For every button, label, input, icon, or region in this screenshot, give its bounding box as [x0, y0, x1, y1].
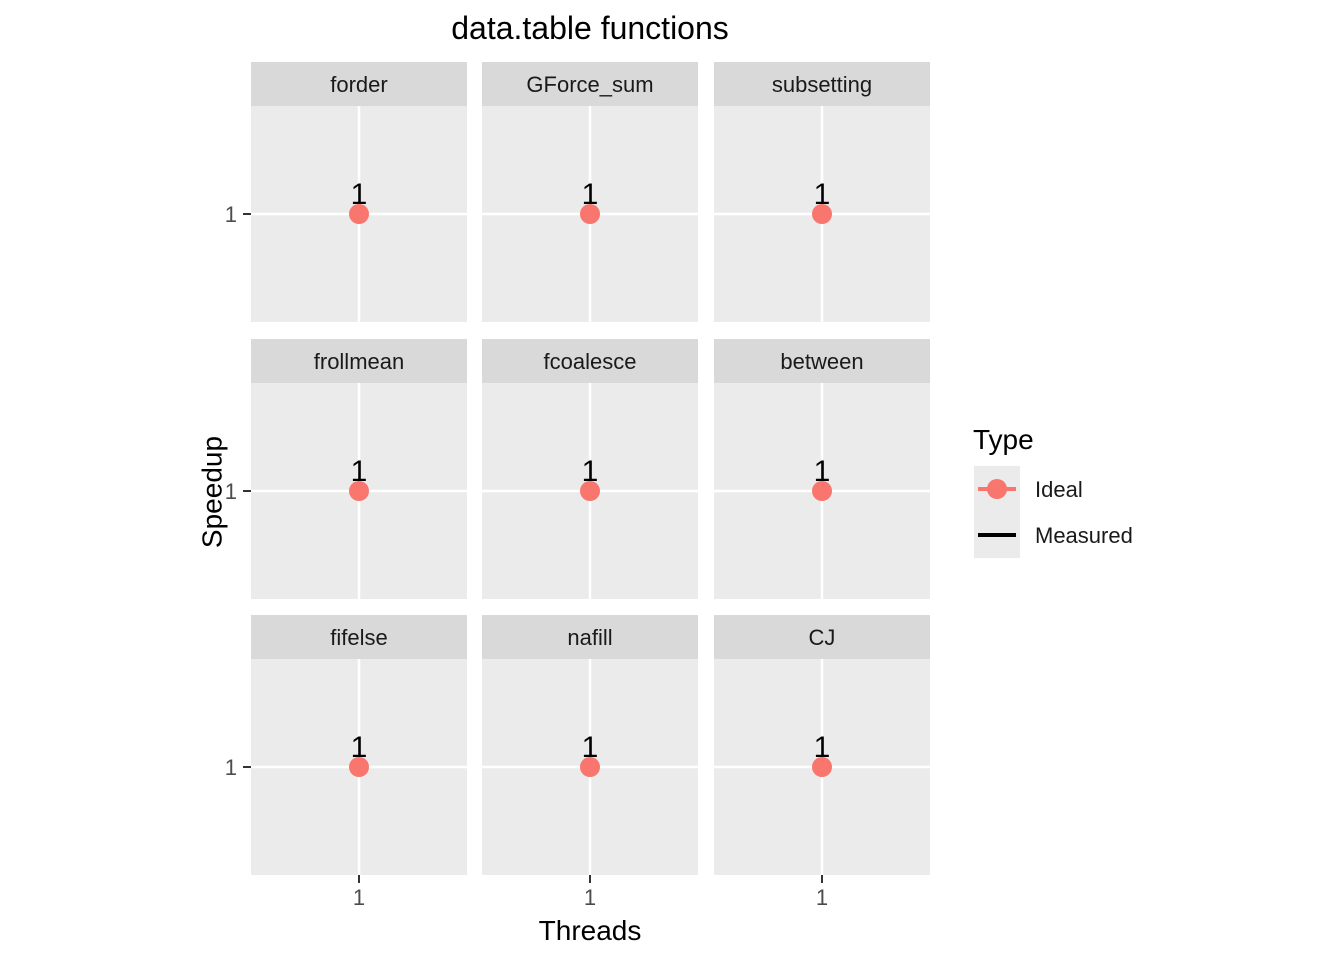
- legend-label-ideal: Ideal: [1035, 477, 1083, 502]
- facet-strip-label-subsetting: subsetting: [772, 72, 872, 97]
- data-label-nafill: 1: [582, 731, 599, 764]
- facet-panels: forder 1 1 GForce_sum 1 subsetting 1 frollmean 1…: [225, 62, 930, 910]
- y-axis-label: Speedup: [197, 436, 228, 548]
- data-point-cj: [812, 757, 832, 777]
- facet-strip-fcoalesce: [482, 339, 698, 383]
- facet-strip-label-cj: CJ: [809, 625, 836, 650]
- data-point-fcoalesce: [580, 481, 600, 501]
- x-tick-label: 1: [353, 885, 365, 910]
- data-point-forder: [349, 204, 369, 224]
- facet-strip-label-between: between: [780, 349, 863, 374]
- data-label-cj: 1: [814, 731, 831, 764]
- data-label-forder: 1: [351, 178, 368, 211]
- legend-title: Type: [973, 424, 1034, 455]
- facet-strip-label-nafill: nafill: [567, 625, 612, 650]
- data-label-subsetting: 1: [814, 178, 831, 211]
- facet-strip-gforce-sum: [482, 62, 698, 106]
- data-point-between: [812, 481, 832, 501]
- data-label-frollmean: 1: [351, 455, 368, 488]
- data-point-subsetting: [812, 204, 832, 224]
- legend: Type Ideal Measured: [973, 424, 1133, 558]
- facet-strip-label-forder: forder: [330, 72, 387, 97]
- y-tick-label: 1: [225, 755, 237, 780]
- legend-key-ideal-point: [987, 479, 1007, 499]
- facet-strip-frollmean: [251, 339, 467, 383]
- data-label-fifelse: 1: [351, 731, 368, 764]
- facet-strip-subsetting: [714, 62, 930, 106]
- facet-strip-fifelse: [251, 615, 467, 659]
- facet-strip-label-fcoalesce: fcoalesce: [544, 349, 637, 374]
- facet-strip-forder: [251, 62, 467, 106]
- data-point-nafill: [580, 757, 600, 777]
- x-tick-label: 1: [584, 885, 596, 910]
- y-tick-label: 1: [225, 202, 237, 227]
- data-point-gforce-sum: [580, 204, 600, 224]
- facet-strip-label-gforce-sum: GForce_sum: [526, 72, 653, 97]
- facet-strip-cj: [714, 615, 930, 659]
- data-label-gforce-sum: 1: [582, 178, 599, 211]
- x-axis-label: Threads: [539, 915, 642, 946]
- data-label-between: 1: [814, 455, 831, 488]
- x-tick-label: 1: [816, 885, 828, 910]
- facet-strip-between: [714, 339, 930, 383]
- data-point-frollmean: [349, 481, 369, 501]
- facet-strip-nafill: [482, 615, 698, 659]
- y-tick-label: 1: [225, 479, 237, 504]
- facet-strip-label-frollmean: frollmean: [314, 349, 404, 374]
- data-label-fcoalesce: 1: [582, 455, 599, 488]
- data-point-fifelse: [349, 757, 369, 777]
- legend-label-measured: Measured: [1035, 523, 1133, 548]
- facet-strip-label-fifelse: fifelse: [330, 625, 387, 650]
- chart-title: data.table functions: [451, 10, 729, 46]
